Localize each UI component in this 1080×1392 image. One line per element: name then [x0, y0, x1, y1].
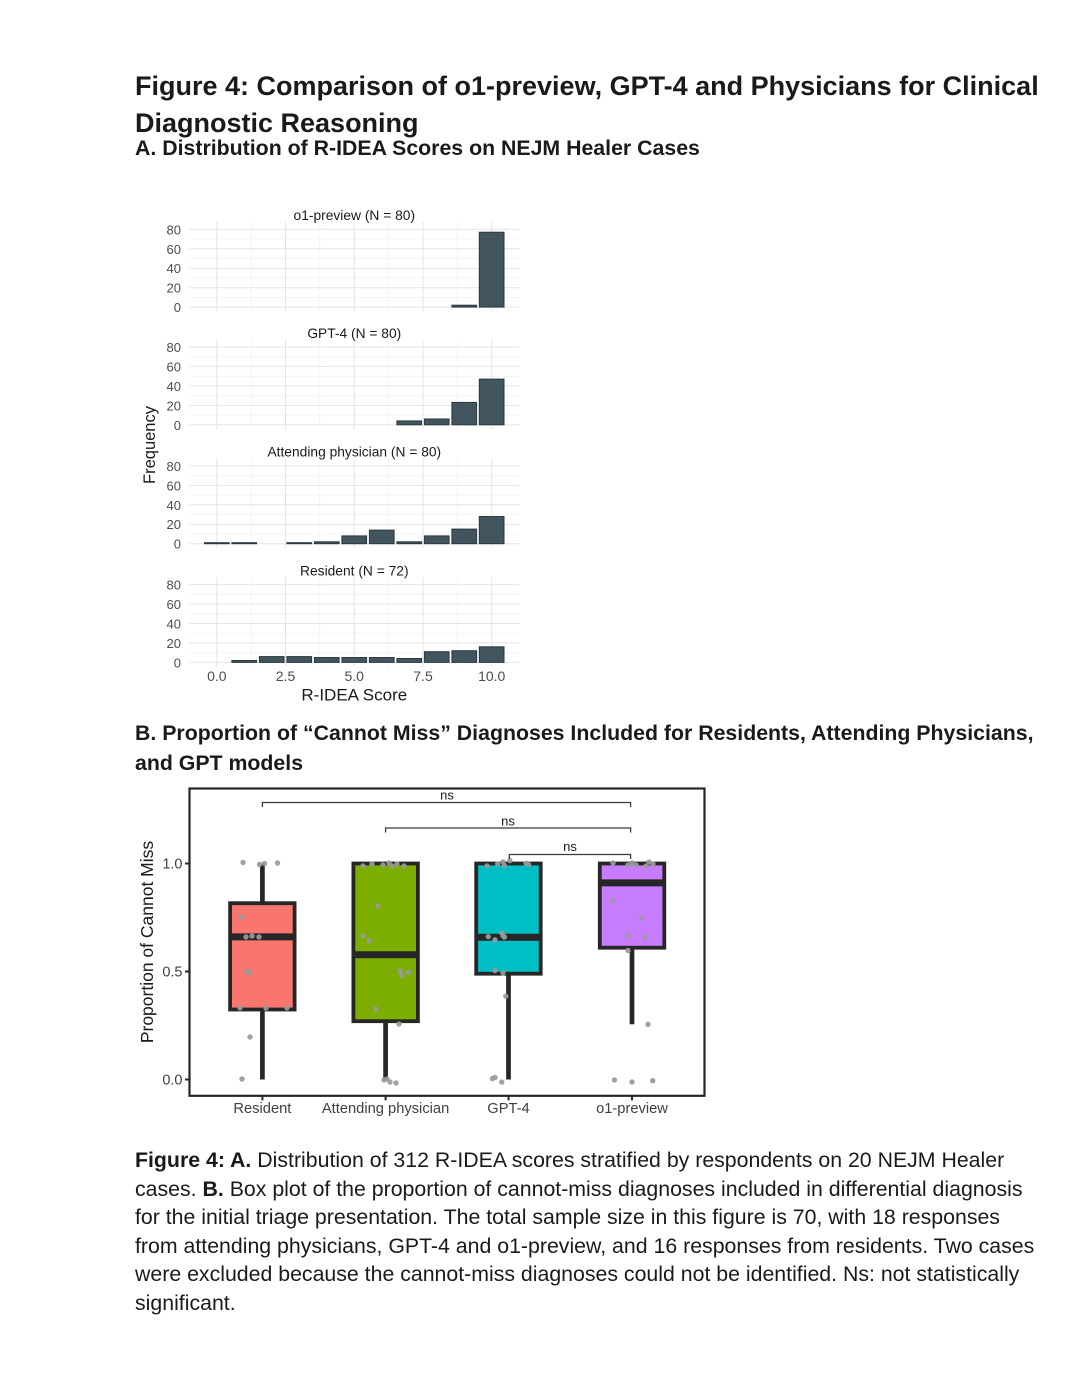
svg-text:60: 60 — [167, 478, 181, 493]
svg-text:Resident (N = 72): Resident (N = 72) — [300, 563, 409, 578]
svg-text:2.5: 2.5 — [276, 668, 296, 684]
svg-text:10.0: 10.0 — [478, 668, 505, 684]
svg-text:5.0: 5.0 — [344, 668, 364, 684]
svg-text:0: 0 — [174, 418, 181, 433]
svg-text:Attending physician: Attending physician — [322, 1101, 449, 1117]
svg-text:Frequency: Frequency — [141, 405, 159, 484]
svg-text:80: 80 — [167, 340, 181, 355]
svg-text:7.5: 7.5 — [413, 668, 433, 684]
svg-text:80: 80 — [167, 222, 181, 237]
svg-text:R-IDEA Score: R-IDEA Score — [301, 686, 407, 705]
svg-text:60: 60 — [167, 242, 181, 257]
svg-text:Attending physician (N = 80): Attending physician (N = 80) — [267, 445, 441, 460]
svg-text:1.0: 1.0 — [162, 857, 182, 873]
svg-text:40: 40 — [167, 379, 181, 394]
svg-text:0.0: 0.0 — [162, 1073, 182, 1089]
svg-text:20: 20 — [167, 517, 181, 532]
svg-text:20: 20 — [167, 281, 181, 296]
svg-text:Resident: Resident — [233, 1101, 291, 1117]
svg-text:GPT-4: GPT-4 — [487, 1101, 529, 1117]
svg-text:0: 0 — [174, 300, 181, 315]
svg-text:40: 40 — [167, 498, 181, 513]
svg-text:0.0: 0.0 — [207, 668, 227, 684]
svg-text:Proportion of Cannot Miss: Proportion of Cannot Miss — [137, 841, 157, 1044]
svg-text:20: 20 — [167, 636, 181, 651]
svg-text:0: 0 — [174, 537, 181, 552]
svg-text:80: 80 — [167, 459, 181, 474]
svg-text:0.5: 0.5 — [162, 965, 182, 981]
svg-text:80: 80 — [167, 578, 181, 593]
svg-text:60: 60 — [167, 597, 181, 612]
svg-text:o1-preview: o1-preview — [596, 1101, 668, 1117]
svg-text:ns: ns — [440, 788, 454, 803]
svg-text:40: 40 — [167, 261, 181, 276]
svg-text:20: 20 — [167, 398, 181, 413]
svg-text:o1-preview (N = 80): o1-preview (N = 80) — [294, 208, 416, 223]
svg-text:ns: ns — [563, 839, 577, 854]
svg-text:40: 40 — [167, 617, 181, 632]
svg-text:0: 0 — [174, 655, 181, 670]
svg-text:GPT-4 (N = 80): GPT-4 (N = 80) — [307, 326, 401, 341]
svg-text:60: 60 — [167, 359, 181, 374]
svg-text:ns: ns — [501, 814, 515, 829]
